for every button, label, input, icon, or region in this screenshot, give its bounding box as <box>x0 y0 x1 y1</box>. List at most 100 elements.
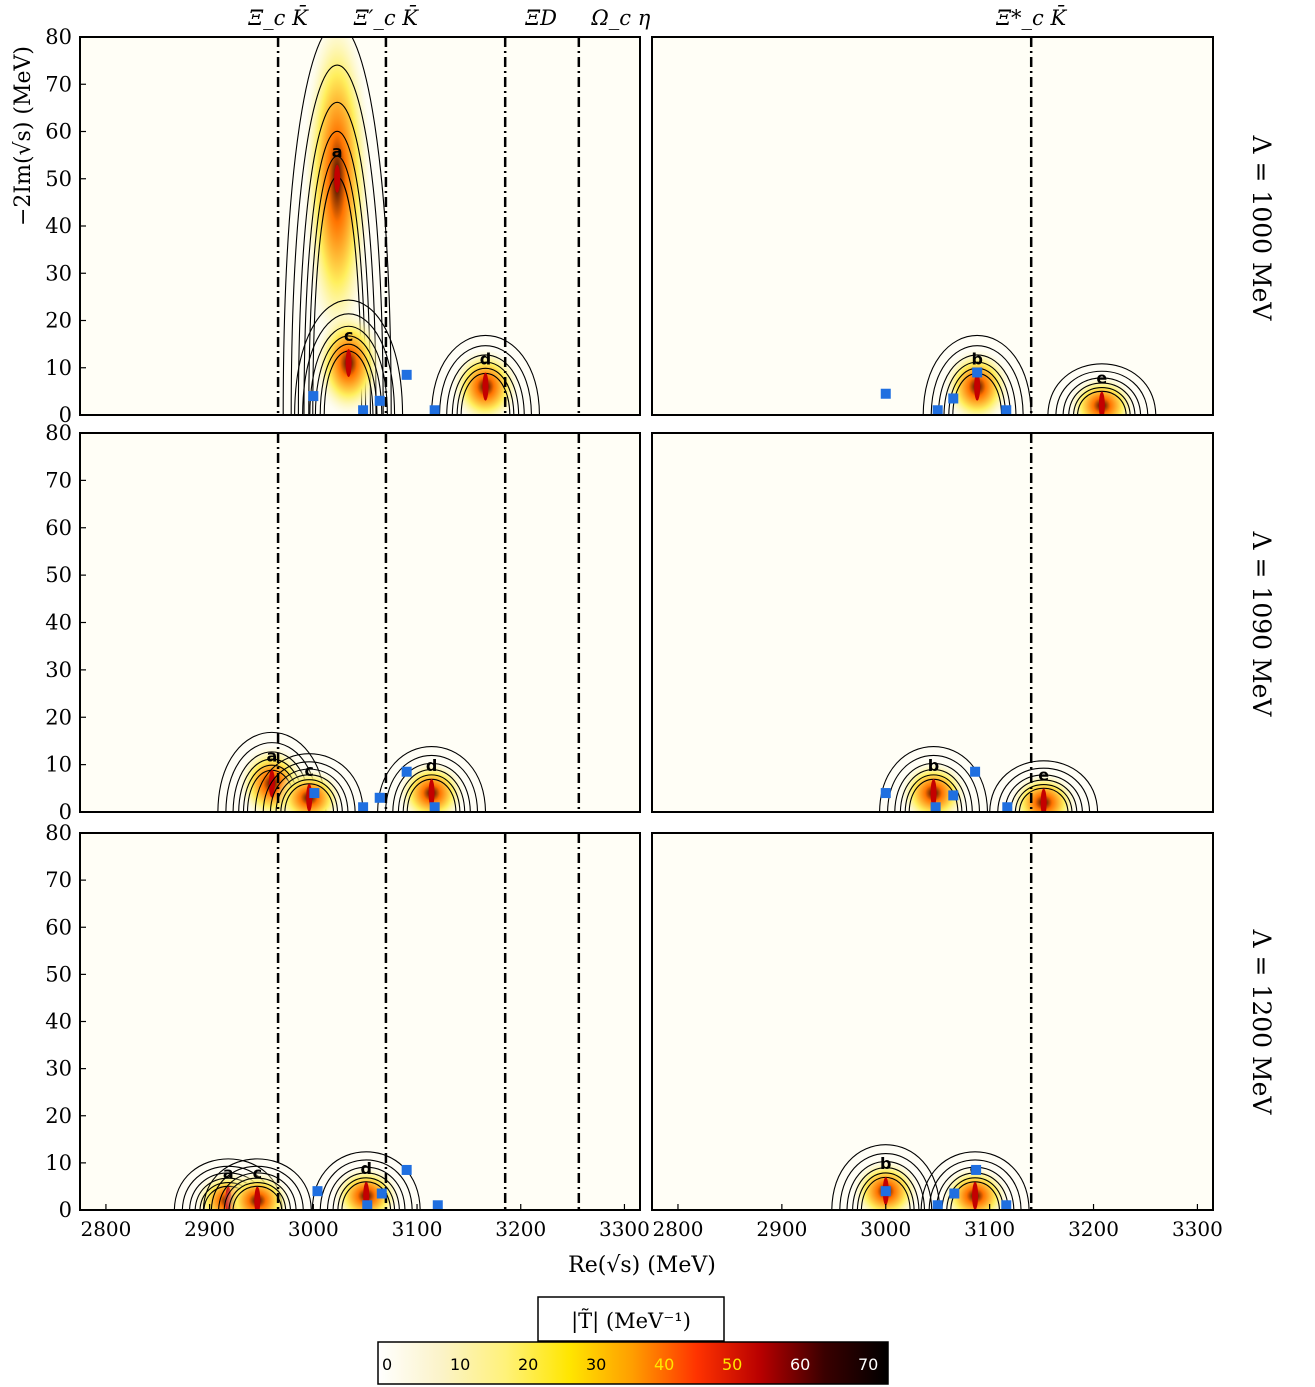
y-tick-label-r1-0: 0 <box>59 800 72 824</box>
colorbar-tick-label-30: 30 <box>586 1355 606 1374</box>
contour-line-r0-c0-c-2 <box>309 325 388 415</box>
y-tick-label-r2-20: 20 <box>45 1104 72 1128</box>
marker-square-r0-c0-0 <box>308 391 319 402</box>
marker-square-r2-c0-4 <box>432 1200 443 1210</box>
contour-line-r2-c0-c-4 <box>228 1182 287 1210</box>
marker-square-r0-c1-4 <box>1001 405 1012 415</box>
colorbar-title: |T̃| (MeV⁻¹) <box>571 1309 691 1334</box>
x-tick-label-c0-2800: 2800 <box>80 1217 131 1241</box>
marker-square-r0-c1-1 <box>932 405 943 415</box>
y-tick-label-r1-10: 10 <box>45 753 72 777</box>
pole-core-r0-c0-a <box>334 164 341 193</box>
y-tick-label-r2-0: 0 <box>59 1198 72 1222</box>
contour-line-r2-c1-e-0 <box>920 1151 1030 1210</box>
y-tick-label-r2-50: 50 <box>45 962 72 986</box>
x-tick-label-c1-2800: 2800 <box>653 1217 704 1241</box>
contour-line-r0-c0-d-1 <box>439 345 532 415</box>
contour-line-r0-c0-a-4 <box>308 155 367 415</box>
y-tick-label-r0-30: 30 <box>45 261 72 285</box>
contour-line-r0-c1-e-4 <box>1073 387 1131 415</box>
panel-r2-c0: a c d 0 10 20 30 40 50 60 70 80 2800 2900 3000 3100 3200… <box>45 821 650 1241</box>
x-tick-label-c1-3200: 3200 <box>1068 1217 1119 1241</box>
labels-layer: Re(√s) (MeV) −2Im(√s) (MeV) Λ = 1000 MeV… <box>11 46 1276 1278</box>
panel-content-r0-c0: a c d <box>276 37 581 415</box>
contour-line-r2-c0-c-1 <box>210 1165 304 1210</box>
contour-line-r2-c1-b-3 <box>852 1167 920 1210</box>
panel-r0-c1: beΞ*_c K̄ <box>651 5 1214 416</box>
contour-line-r1-c0-c-5 <box>284 783 334 812</box>
pole-core-r0-c0-c <box>345 349 352 378</box>
contour-line-r2-c1-b-0 <box>831 1144 941 1210</box>
pole-core-r0-c0-d <box>482 372 489 401</box>
marker-square-r1-c0-4 <box>429 802 440 812</box>
x-tick-label-c1-3000: 3000 <box>860 1217 911 1241</box>
marker-square-r1-c1-0 <box>880 788 891 799</box>
marker-square-r1-c1-4 <box>1002 802 1013 812</box>
pole-label-r1-c1-e: e <box>1038 766 1049 785</box>
contour-line-r1-c0-c-4 <box>280 779 338 812</box>
contour-line-r0-c0-d-4 <box>456 367 515 415</box>
marker-square-r0-c0-3 <box>401 369 412 380</box>
contour-line-r2-c0-c-5 <box>232 1185 283 1210</box>
contour-line-r1-c0-c-0 <box>254 753 364 812</box>
contour-line-r1-c0-c-2 <box>269 768 349 812</box>
marker-square-r2-c1-4 <box>1001 1200 1012 1210</box>
contour-line-r2-c0-d-4 <box>337 1177 395 1210</box>
y-tick-label-r2-10: 10 <box>45 1151 72 1175</box>
pole-label-r0-c1-b: b <box>971 350 982 369</box>
contour-line-r1-c1-b-1 <box>887 754 980 812</box>
y-tick-label-r1-20: 20 <box>45 705 72 729</box>
pole-core-r1-c1-e <box>1040 788 1047 812</box>
marker-square-r1-c1-3 <box>970 766 981 777</box>
x-tick-label-c1-3100: 3100 <box>964 1217 1015 1241</box>
pole-label-r0-c0-a: a <box>332 142 343 161</box>
contour-line-r2-c0-d-0 <box>311 1151 421 1210</box>
y-tick-label-r0-40: 40 <box>45 214 72 238</box>
pole-label-r2-c0-c: c <box>253 1164 262 1183</box>
row-label-lambda-1200: Λ = 1200 MeV <box>1247 929 1276 1116</box>
heat-blob-r0-c0-a <box>303 37 372 353</box>
y-tick-label-r0-60: 60 <box>45 120 72 144</box>
contour-line-r1-c1-b-2 <box>894 763 973 812</box>
contour-line-r0-c0-c-4 <box>319 343 378 415</box>
contour-line-r0-c0-d-2 <box>446 354 525 415</box>
contour-line-r1-c1-e-0 <box>989 760 1099 812</box>
marker-square-r2-c0-2 <box>376 1188 387 1199</box>
contour-line-r0-c0-c-0 <box>294 299 404 415</box>
row-label-lambda-1000: Λ = 1000 MeV <box>1247 135 1276 322</box>
pole-core-r2-c1-e <box>972 1181 979 1210</box>
contour-line-r1-c0-d-0 <box>377 746 486 812</box>
panel-content-r1-c0: ac d <box>217 433 581 812</box>
pole-core-r2-c0-c <box>254 1186 261 1210</box>
panel-content-r2-c1: be <box>831 833 1033 1210</box>
y-tick-label-r2-60: 60 <box>45 915 72 939</box>
contour-line-r1-c1-e-5 <box>1018 787 1069 812</box>
panel-bg-r0-c1 <box>652 37 1213 415</box>
y-tick-label-r0-50: 50 <box>45 167 72 191</box>
threshold-label-c0-1: Ξ′_c K̄ <box>353 5 419 30</box>
contour-line-r0-c0-c-3 <box>314 335 383 415</box>
panel-frame-r1-c1 <box>651 432 1214 813</box>
marker-square-r2-c0-3 <box>401 1164 412 1175</box>
panel-r2-c1: be 2800 2900 3000 3100 3200 3300 <box>651 832 1223 1241</box>
y-tick-label-r2-80: 80 <box>45 821 72 845</box>
contour-line-r2-c0-d-3 <box>332 1172 400 1210</box>
x-tick-label-c1-3300: 3300 <box>1172 1217 1223 1241</box>
contour-line-r2-c0-c-2 <box>218 1172 297 1210</box>
contour-line-r0-c1-e-2 <box>1062 377 1141 415</box>
threshold-label-c0-3: Ω_c η <box>590 6 650 30</box>
pole-label-r2-c0-a: a <box>223 1164 234 1183</box>
contour-line-r2-c0-d-2 <box>327 1166 406 1210</box>
threshold-label-c0-2: ΞD <box>524 6 557 30</box>
marker-square-r2-c1-0 <box>880 1186 891 1197</box>
colorbar-tick-label-0: 0 <box>382 1355 392 1374</box>
x-tick-label-c1-2900: 2900 <box>756 1217 807 1241</box>
contour-line-r1-c0-d-1 <box>385 754 478 812</box>
colorbar-tick-label-50: 50 <box>722 1355 742 1374</box>
marker-square-r2-c1-1 <box>932 1200 943 1210</box>
contour-line-r0-c1-b-2 <box>937 354 1017 415</box>
